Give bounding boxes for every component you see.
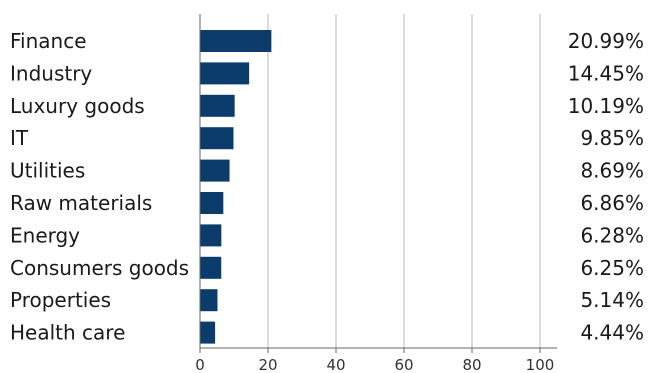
bar-energy — [200, 224, 222, 247]
grid-lines — [267, 14, 541, 348]
value-label: 20.99% — [568, 29, 644, 53]
value-label: 6.28% — [580, 223, 644, 247]
value-label: 10.19% — [568, 94, 644, 118]
category-label: Raw materials — [10, 191, 152, 215]
value-label: 6.86% — [580, 191, 644, 215]
bar-luxury-goods — [200, 94, 235, 117]
value-label: 8.69% — [580, 159, 644, 183]
bar-it — [200, 127, 234, 150]
value-label: 9.85% — [580, 126, 644, 150]
x-tick-label: 40 — [326, 356, 345, 373]
bar-utilities — [200, 159, 230, 182]
category-label: Utilities — [10, 159, 85, 183]
x-tick-label: 80 — [462, 356, 481, 373]
x-tick-label: 100 — [526, 356, 555, 373]
category-label: Properties — [10, 288, 111, 312]
bar-finance — [200, 30, 272, 52]
bars — [200, 30, 272, 344]
bar-consumers-goods — [200, 256, 222, 279]
x-tick-label: 60 — [394, 356, 413, 373]
category-label: Consumers goods — [10, 256, 189, 280]
bar-properties — [200, 289, 218, 312]
value-label: 5.14% — [580, 288, 644, 312]
value-label: 14.45% — [568, 61, 644, 85]
value-label: 6.25% — [580, 256, 644, 280]
category-label: Finance — [10, 29, 87, 53]
category-label: Luxury goods — [10, 94, 145, 118]
category-label: IT — [10, 126, 29, 150]
category-label: Health care — [10, 321, 125, 345]
category-labels: Finance Industry Luxury goods IT Utilities Ra… — [10, 29, 189, 345]
bar-health-care — [200, 321, 216, 344]
category-label: Industry — [10, 61, 92, 85]
category-label: Energy — [10, 223, 80, 247]
bar-industry — [200, 62, 250, 85]
x-axis: 0 20 40 60 80 100 — [195, 14, 557, 373]
value-label: 4.44% — [580, 321, 644, 345]
bar-raw-materials — [200, 192, 224, 214]
x-tick-label: 20 — [258, 356, 277, 373]
value-labels: 20.99% 14.45% 10.19% 9.85% 8.69% 6.86% 6.28% 6.… — [568, 29, 644, 345]
x-tick-label: 0 — [195, 356, 205, 373]
